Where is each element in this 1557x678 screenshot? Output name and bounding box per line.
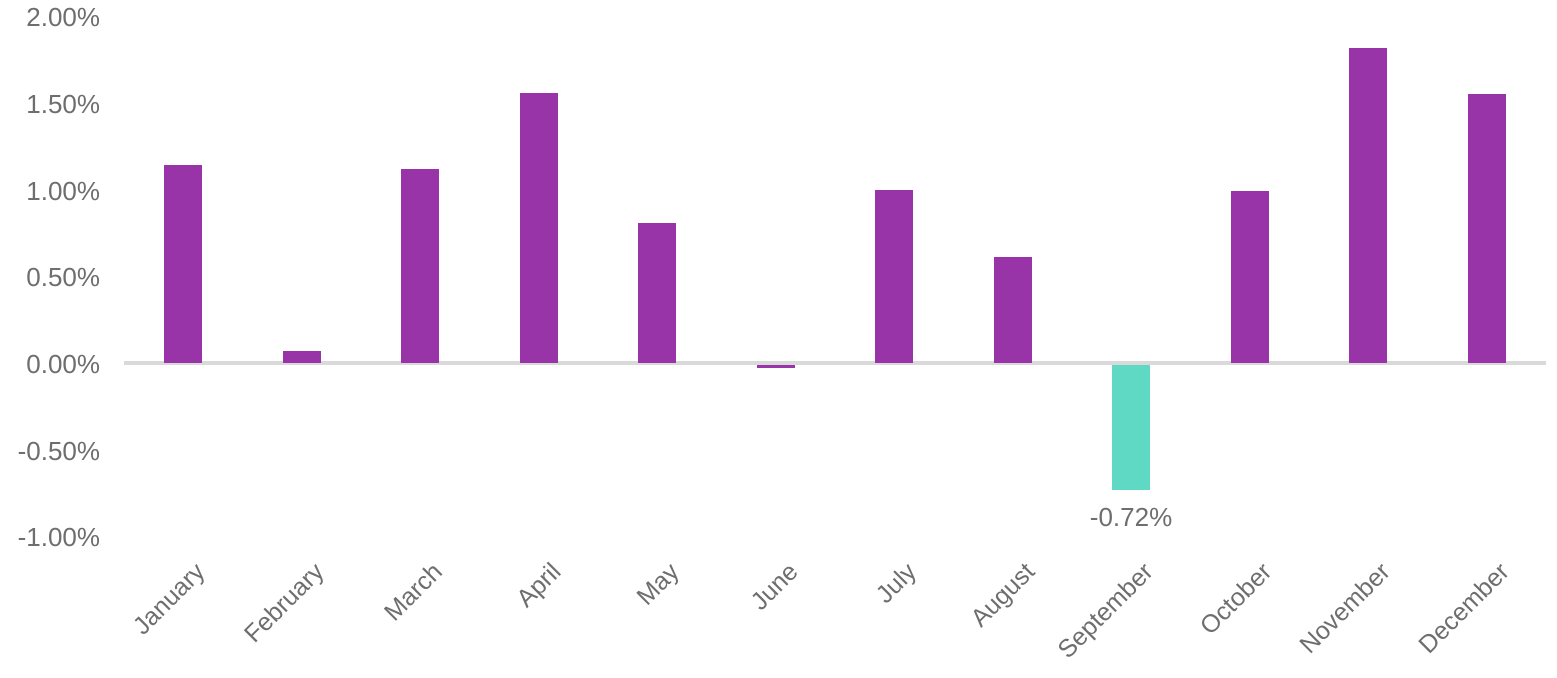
x-axis-line [124, 361, 1546, 365]
x-axis-label-august: August [965, 557, 1041, 633]
bar-july [875, 190, 913, 363]
y-axis-tick-label: 1.50% [26, 89, 100, 119]
bar-august [994, 257, 1032, 363]
bar-november [1349, 48, 1387, 363]
y-axis-tick-label: 0.00% [26, 349, 100, 379]
x-axis-label-october: October [1194, 557, 1278, 641]
x-axis-label-december: December [1413, 557, 1515, 659]
bar-january [164, 165, 202, 363]
x-axis-label-may: May [631, 557, 685, 611]
y-axis-tick-label: 0.50% [26, 262, 100, 292]
bar-december [1468, 94, 1506, 363]
x-axis-label-june: June [745, 557, 804, 616]
y-axis-tick-label: 2.00% [26, 2, 100, 32]
x-axis-label-september: September [1052, 557, 1159, 664]
x-axis-label-march: March [378, 557, 448, 627]
x-axis-label-february: February [238, 557, 330, 649]
bar-june [757, 365, 795, 368]
bar-september [1112, 365, 1150, 490]
bar-april [520, 93, 558, 363]
x-axis-label-november: November [1294, 557, 1396, 659]
x-axis-label-january: January [127, 557, 211, 641]
x-axis-label-july: July [870, 557, 922, 609]
y-axis-tick-label: -0.50% [17, 436, 100, 466]
bar-october [1231, 191, 1269, 363]
data-label-september: -0.72% [1089, 502, 1173, 532]
bar-may [638, 223, 676, 363]
bar-february [283, 351, 321, 363]
y-axis-tick-label: 1.00% [26, 176, 100, 206]
y-axis-tick-label: -1.00% [17, 522, 100, 552]
x-axis-label-april: April [511, 557, 567, 613]
bar-march [401, 169, 439, 363]
